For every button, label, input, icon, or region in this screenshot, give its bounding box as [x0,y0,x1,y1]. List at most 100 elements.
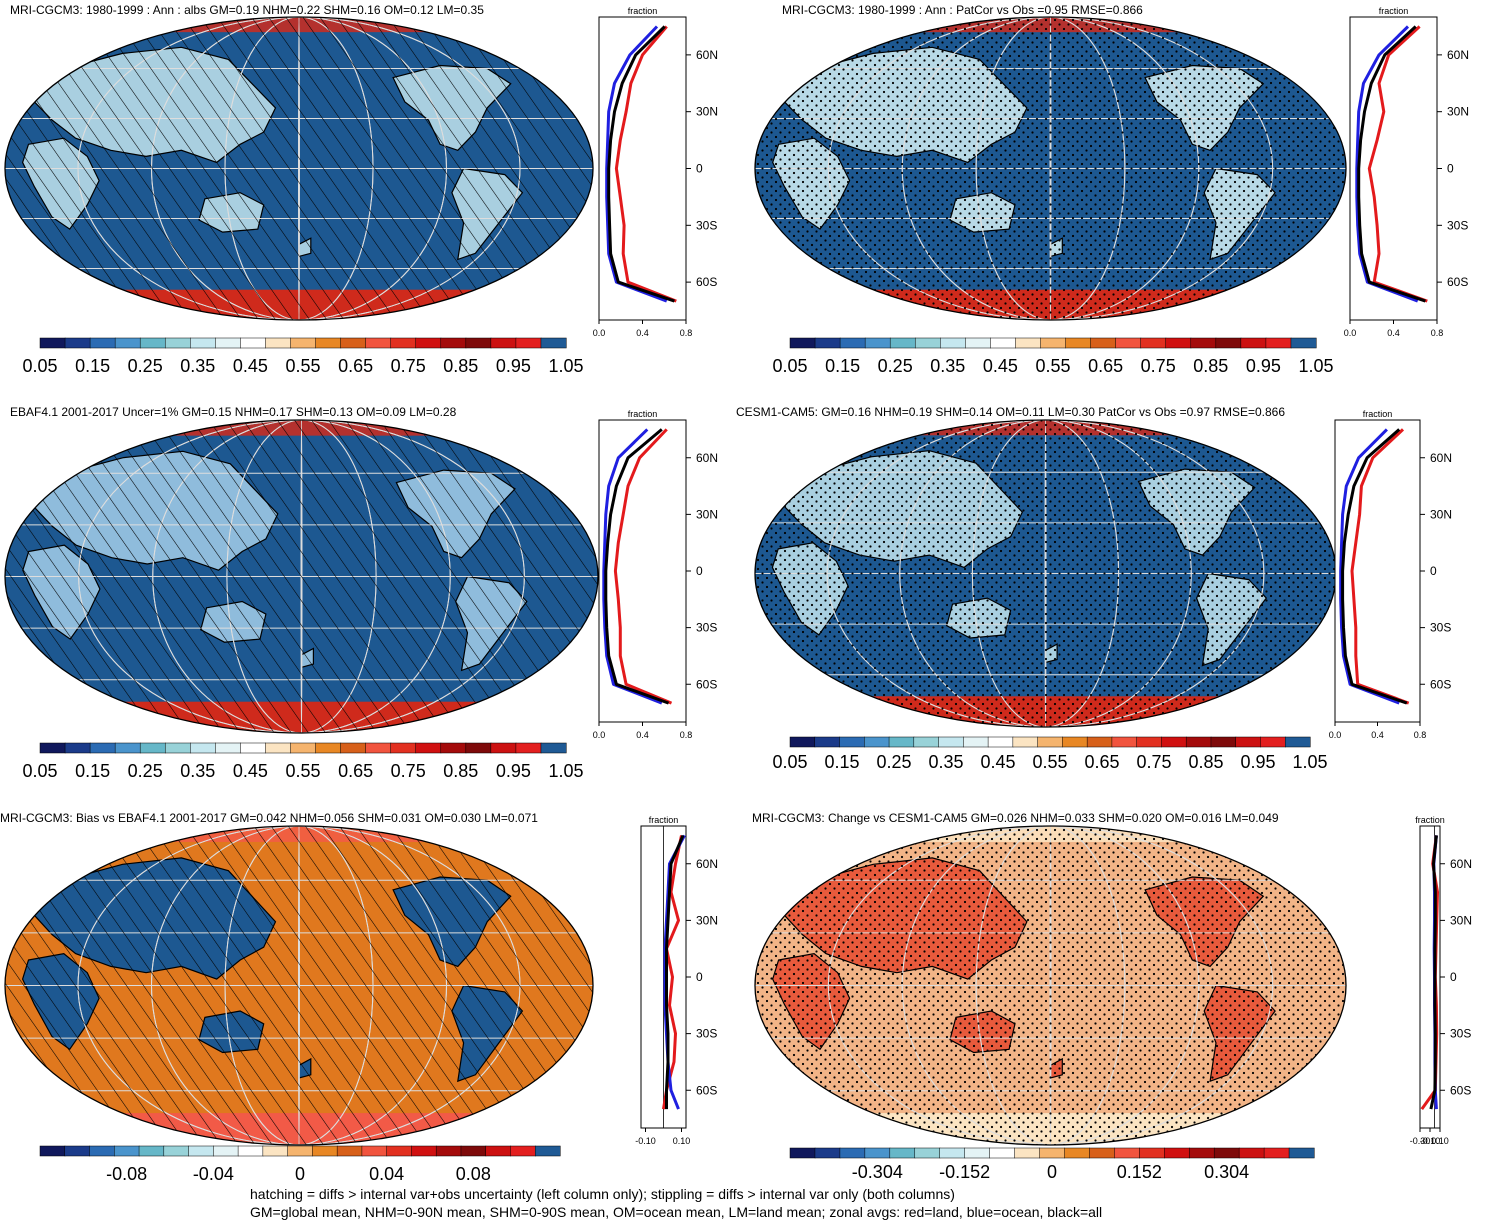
colorbar-label: 0.05 [772,356,807,376]
colorbar-swatch [1140,337,1167,349]
zonal-ytick-label: 30N [1450,913,1472,927]
map-4 [755,420,1336,727]
colorbar-swatch [1114,1147,1140,1159]
colorbar-label: 0.85 [1188,752,1223,772]
zonal-xtick-label: 0.0 [1344,328,1357,338]
map-3 [5,420,598,733]
zonal-xtick-label: 0.10 [673,1136,691,1146]
panel-6: -0.304 -0.152 0 0.152 0.304 fraction 60N 30N 0 30… [754,815,1472,1182]
panel-3-title: EBAF4.1 2001-2017 Uncer=1% GM=0.15 NHM=0… [10,405,457,419]
colorbar-label: 1.05 [1298,356,1333,376]
colorbar-swatch [1062,736,1088,748]
panel-1-title: MRI-CGCM3: 1980-1999 : Ann : albs GM=0.1… [10,3,484,17]
colorbar-swatch [1215,337,1242,349]
colorbar-swatch [163,1145,190,1157]
colorbar-swatch [965,337,991,349]
colorbar-swatch [215,337,241,349]
zonal-ytick-label: 60S [1450,1083,1471,1097]
colorbar-swatch [390,742,417,754]
colorbar-swatch [789,337,816,349]
colorbar-swatch [39,742,66,754]
colorbar-swatch [540,742,567,754]
zonal-series-ocean [1355,25,1419,303]
zonal-series-land [1367,25,1428,303]
colorbar-swatch [465,742,492,754]
continent-greenland [1250,28,1306,58]
zonal-ytick-label: 0 [1430,564,1437,578]
colorbar-label: 0.55 [1035,356,1070,376]
colorbar-label: 0.35 [928,752,963,772]
zonal-series-land [613,428,673,705]
colorbar-label: 0.55 [285,761,320,781]
zonal-xtick-label: 0.4 [636,730,649,740]
colorbar-swatch [213,1145,239,1157]
colorbar-swatch [164,742,191,754]
colorbar-swatch [138,1145,165,1157]
hatch-overlay [5,17,593,320]
panel-4: 0.05 0.15 0.25 0.35 0.45 0.55 0.65 0.75 0.85 0.95… [754,409,1452,772]
zonal-xtick-label: -0.30 [1410,1136,1431,1146]
colorbar-swatch [864,1147,891,1159]
colorbar-label: 0.65 [338,356,373,376]
hatch-overlay [5,826,593,1145]
colorbar-label: 0.85 [1193,356,1228,376]
panel-5-title: MRI-CGCM3: Bias vs EBAF4.1 2001-2017 GM=… [0,811,538,825]
colorbar-label: 1.05 [548,761,583,781]
panel-4-title: CESM1-CAM5: GM=0.16 NHM=0.19 SHM=0.14 OM… [736,405,1286,419]
zonal-series-land [1350,428,1410,705]
colorbar-label: -0.04 [193,1164,234,1184]
colorbar-label: 0.25 [128,356,163,376]
zonal-xtick-label: -0.10 [1420,1136,1441,1146]
colorbar-label: 0.75 [391,761,426,781]
colorbar-label: 0.35 [930,356,965,376]
colorbar-label: 0 [295,1164,305,1184]
colorbar-swatch [1188,1147,1215,1159]
colorbar-swatch [262,1145,289,1157]
zonal-xtick-label: 0.10 [1431,1136,1449,1146]
colorbar-swatch [1263,1147,1290,1159]
colorbar-label: 0.35 [180,761,215,781]
zonal-xtick-label: 0.0 [593,730,606,740]
colorbar-swatch [1185,736,1212,748]
zonal-ytick-label: 30S [1450,1027,1471,1041]
colorbar-swatch [315,337,342,349]
colorbar-swatch [1086,736,1113,748]
zonal-xtick-label: 0.8 [1431,328,1444,338]
map-border [4,419,599,734]
colorbar-swatch [460,1145,487,1157]
zonal-series-all [1357,25,1426,303]
colorbar-swatch [435,1145,462,1157]
colorbar-swatch [89,337,116,349]
colorbar-label: -0.08 [106,1164,147,1184]
colorbar-swatch [940,337,966,349]
colorbar-swatch [1235,736,1262,748]
zonal-mean-xlabel: fraction [628,6,658,16]
continent-greenland [498,28,553,58]
zonal-xtick-label: 0.8 [680,730,693,740]
colorbar-swatch [415,742,442,754]
colorbar-swatch [1014,1147,1041,1159]
colorbar-swatch [1260,736,1286,748]
colorbar-swatch [365,742,392,754]
zonal-xtick-label: 0.4 [636,328,649,338]
colorbar-swatch [889,1147,916,1159]
colorbar-swatch [814,736,841,748]
colorbar-swatch [839,1147,866,1159]
colorbar-swatch [336,1145,363,1157]
colorbar-swatch [340,337,367,349]
colorbar-swatch [1139,1147,1165,1159]
zonal-ytick-label: 30N [1447,105,1469,119]
colorbar-swatch [89,1145,115,1157]
zonal-mean-xlabel: fraction [1415,815,1445,825]
zonal-ytick-label: 30N [1430,507,1452,521]
zonal-series-ocean [602,428,663,705]
colorbar-label: 0.55 [1032,752,1067,772]
colorbar-swatch [1039,1147,1066,1159]
panel-1: 0.05 0.15 0.25 0.35 0.45 0.55 0.65 0.75 0.85 0.95… [4,6,718,376]
zonal-ytick-label: 0 [696,564,703,578]
colorbar-swatch [411,1145,437,1157]
zonal-series-all [607,25,675,303]
colorbar-swatch [290,337,317,349]
colorbar-swatch [365,337,392,349]
colorbar-swatch [540,337,567,349]
